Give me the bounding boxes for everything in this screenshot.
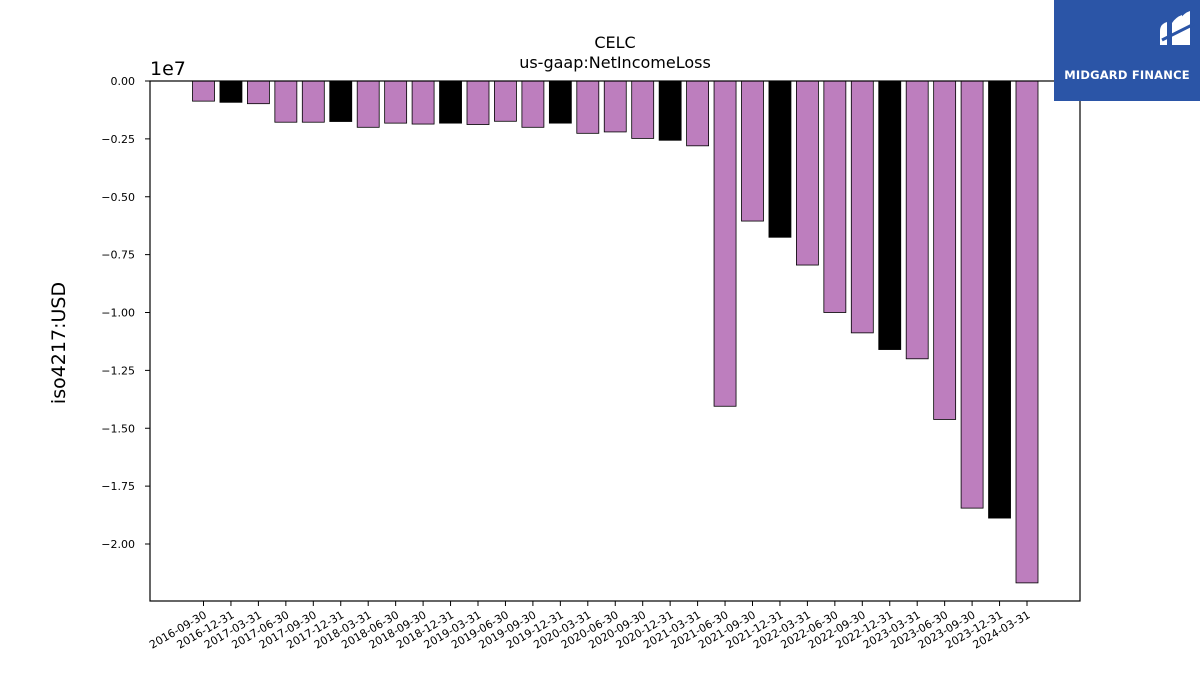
bar-2019-06-30 bbox=[494, 80, 517, 122]
bar-2023-09-30 bbox=[960, 80, 984, 509]
bar-2020-03-31 bbox=[576, 80, 600, 134]
bar-2017-12-31 bbox=[329, 80, 353, 122]
bar-2016-09-30 bbox=[192, 80, 215, 102]
bar-2019-03-31 bbox=[466, 80, 490, 125]
bar-2023-03-31 bbox=[905, 80, 929, 360]
bar-2021-06-30 bbox=[713, 80, 737, 407]
bar-2022-09-30 bbox=[850, 80, 874, 334]
midgard-logo-icon bbox=[1160, 11, 1195, 45]
y-tick-label: −0.25 bbox=[101, 133, 135, 146]
bar-2018-09-30 bbox=[411, 80, 435, 125]
bar-2018-03-31 bbox=[356, 80, 380, 128]
bar-2022-06-30 bbox=[823, 80, 847, 313]
chart-subtitle: us-gaap:NetIncomeLoss bbox=[519, 53, 711, 72]
bar-2020-12-31 bbox=[658, 80, 682, 141]
bar-2023-06-30 bbox=[933, 80, 957, 420]
bar-2016-12-31 bbox=[219, 80, 243, 103]
bar-2019-12-31 bbox=[548, 80, 572, 124]
y-tick-label: 0.00 bbox=[111, 75, 136, 88]
bar-2024-03-31 bbox=[1015, 80, 1039, 584]
bar-2022-03-31 bbox=[796, 80, 819, 266]
bars-group bbox=[192, 80, 1039, 584]
y-axis-offset-label: 1e7 bbox=[150, 58, 186, 80]
bar-2020-06-30 bbox=[603, 80, 627, 133]
bar-2021-12-31 bbox=[768, 80, 792, 238]
y-axis-label: iso4217:USD bbox=[48, 282, 70, 404]
bar-2022-12-31 bbox=[878, 80, 902, 350]
y-tick-label: −0.50 bbox=[101, 191, 135, 204]
bar-2019-09-30 bbox=[521, 80, 545, 128]
bar-2018-06-30 bbox=[384, 80, 408, 124]
bar-2021-03-31 bbox=[686, 80, 709, 147]
bar-2020-09-30 bbox=[631, 80, 655, 139]
brand-name: MIDGARD FINANCE bbox=[1064, 68, 1190, 82]
plot-frame bbox=[149, 80, 1081, 602]
bar-2017-03-31 bbox=[246, 80, 270, 105]
bar-2023-12-31 bbox=[988, 80, 1011, 519]
brand-logo: MIDGARD FINANCE bbox=[1054, 0, 1200, 101]
chart-title: CELC bbox=[594, 33, 635, 52]
y-tick-label: −0.75 bbox=[101, 249, 135, 262]
x-axis-ticks: 2016-09-302016-12-312017-03-312017-06-30… bbox=[147, 601, 1033, 652]
y-tick-label: −1.50 bbox=[101, 422, 135, 435]
bar-2017-06-30 bbox=[274, 80, 298, 123]
y-axis-ticks: 0.00 −0.25 −0.50 −0.75 −1.00 −1.25 −1.50 −1.75 −… bbox=[101, 75, 150, 551]
y-tick-label: −1.25 bbox=[101, 364, 135, 377]
bar-2018-12-31 bbox=[439, 80, 462, 124]
y-tick-label: −2.00 bbox=[101, 538, 135, 551]
y-tick-label: −1.00 bbox=[101, 307, 135, 320]
bar-2021-09-30 bbox=[741, 80, 764, 222]
bar-2017-09-30 bbox=[301, 80, 325, 123]
y-tick-label: −1.75 bbox=[101, 480, 135, 493]
